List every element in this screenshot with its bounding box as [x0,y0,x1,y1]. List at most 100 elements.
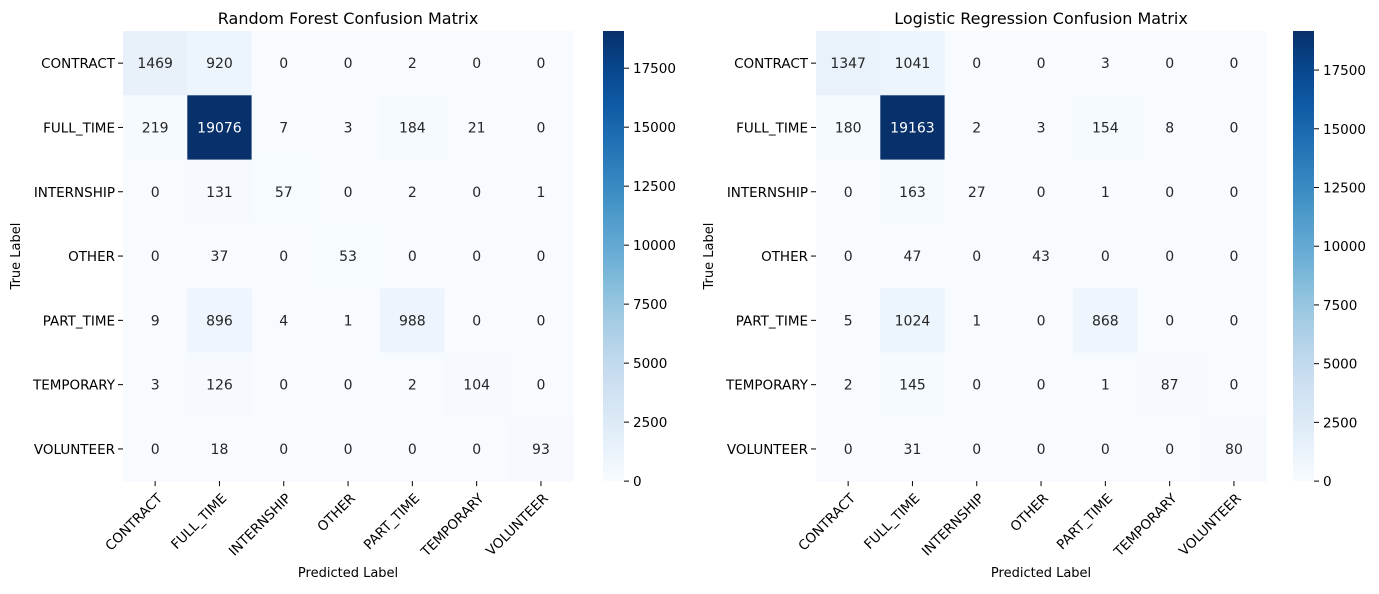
heatmap-cell [1073,288,1139,354]
cell-value-label: 2 [972,120,981,136]
colorbar-tick-label: 0 [633,474,642,490]
cell-value-label: 0 [151,249,160,265]
heatmap-cell [880,416,946,482]
heatmap-cell [1008,159,1074,225]
cell-value-label: 0 [1229,249,1238,265]
heatmap-cell [1073,416,1139,482]
heatmap-cell [816,288,881,354]
cell-value-label: 1 [344,313,353,329]
x-tick-label: OTHER [314,491,359,536]
heatmap-cell [187,223,253,289]
heatmap-cell [1073,31,1139,96]
cell-value-label: 0 [279,56,288,72]
heatmap-cell [187,288,253,354]
heatmap-cell [1008,223,1074,289]
heatmap-cell [1201,223,1267,289]
heatmap-cell [944,416,1010,482]
cell-value-label: 0 [536,120,545,136]
heatmap-cell [444,31,510,96]
heatmap-cell [1008,31,1074,96]
heatmap-cell [1137,288,1203,354]
heatmap-cell [123,159,188,225]
cell-value-label: 0 [536,378,545,394]
heatmap-cell [816,159,881,225]
heatmap-cell [508,288,574,354]
heatmap-cell [1137,416,1203,482]
heatmap-cell [1201,416,1267,482]
cell-value-label: 0 [472,185,481,201]
cell-value-label: 1 [536,185,545,201]
heatmap-cell [816,95,881,161]
cell-value-label: 0 [536,249,545,265]
heatmap-cell [880,95,946,161]
cell-value-label: 0 [972,249,981,265]
cell-value-label: 0 [344,378,353,394]
heatmap-cell [1201,95,1267,161]
heatmap-cell [123,352,188,418]
cell-value-label: 920 [206,56,233,72]
cell-value-label: 5 [844,313,853,329]
cell-value-label: 9 [151,313,160,329]
cell-value-label: 0 [408,249,417,265]
heatmap-cell [944,31,1010,96]
cell-value-label: 2 [844,378,853,394]
cell-value-label: 8 [1165,120,1174,136]
heatmap-cell [380,416,446,482]
y-tick-label: INTERNSHIP [727,185,808,201]
heatmap-cell [380,159,446,225]
heatmap-cell [880,31,946,96]
heatmap-cell [315,31,381,96]
cell-value-label: 21 [468,120,486,136]
colorbar-tick-label: 7500 [633,297,667,313]
heatmap-cell [315,288,381,354]
colorbar-tick-label: 2500 [633,415,667,431]
heatmap-cell [251,31,317,96]
colorbar [603,31,624,482]
heatmap-cell [315,95,381,161]
cell-value-label: 93 [532,442,550,458]
colorbar-tick-label: 17500 [633,61,676,77]
x-tick-label: CONTRACT [102,490,166,554]
heatmap-cell [380,223,446,289]
cell-value-label: 0 [1229,313,1238,329]
cell-value-label: 0 [151,185,160,201]
colorbar-tick-label: 12500 [633,179,676,195]
heatmap-cell [1073,352,1139,418]
cell-value-label: 37 [211,249,229,265]
heatmap-cell [1137,159,1203,225]
colorbar-tick-label: 7500 [1323,298,1357,314]
heatmap-cell [187,159,253,225]
y-tick-label: VOLUNTEER [727,442,808,458]
heatmap-cell [1137,95,1203,161]
heatmap-cell [251,352,317,418]
heatmap-cell [444,95,510,161]
cell-value-label: 0 [344,56,353,72]
heatmap-cell [880,223,946,289]
heatmap-cell [1137,31,1203,96]
heatmap-cell [380,31,446,96]
heatmap-cell [187,31,253,96]
heatmap-cell [1201,288,1267,354]
cell-value-label: 145 [899,378,926,394]
x-axis-label: Predicted Label [298,566,398,581]
heatmap-cell [444,223,510,289]
colorbar [1293,31,1314,482]
cell-value-label: 0 [279,249,288,265]
cell-value-label: 0 [1165,56,1174,72]
heatmap-cell [444,288,510,354]
colorbar-tick-label: 17500 [1323,63,1366,79]
x-tick-label: VOLUNTEER [1176,491,1245,560]
y-tick-label: OTHER [761,249,808,265]
heatmap-cell [880,288,946,354]
cell-value-label: 184 [399,120,426,136]
cell-value-label: 0 [1229,120,1238,136]
heatmap-cell [508,95,574,161]
cell-value-label: 896 [206,313,233,329]
heatmap-cell [380,95,446,161]
heatmap-cell [1008,416,1074,482]
cell-value-label: 1024 [895,313,931,329]
y-axis-label: True Label [9,223,24,291]
cell-value-label: 219 [142,120,169,136]
heatmap-cell [508,159,574,225]
colorbar-tick-label: 0 [1323,474,1332,490]
